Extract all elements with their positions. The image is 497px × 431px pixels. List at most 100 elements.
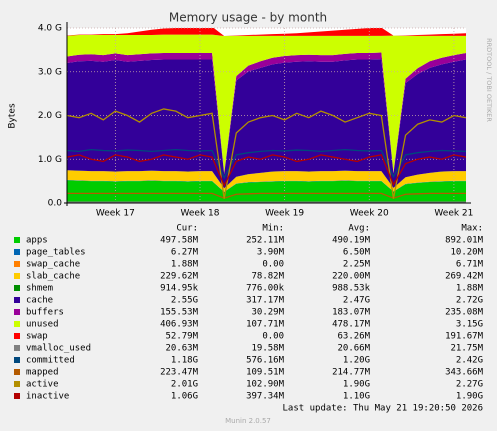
legend-stat: 109.51M — [246, 368, 285, 378]
legend-stat: 776.00k — [246, 284, 285, 294]
legend-stat: 1.90G — [456, 392, 483, 402]
x-tick-label: Week 20 — [350, 209, 389, 219]
legend-stat: 30.29M — [251, 308, 284, 318]
legend-stat: 20.66M — [337, 344, 370, 354]
legend-stat: 107.71M — [246, 320, 285, 330]
legend-stat: 3.15G — [456, 320, 483, 330]
legend-stat: 220.00M — [332, 272, 371, 282]
legend-header: Avg: — [348, 224, 370, 234]
legend-stat: 2.42G — [456, 356, 483, 366]
legend-stat: 478.17M — [332, 320, 371, 330]
legend-stat: 0.00 — [262, 332, 284, 342]
legend-stat: 3.90M — [257, 248, 285, 258]
legend-label: active — [26, 380, 59, 390]
legend-label: committed — [26, 356, 75, 366]
area — [67, 28, 466, 37]
legend-stat: 78.82M — [251, 272, 284, 282]
legend-stat: 892.01M — [445, 236, 484, 246]
legend-stat: 1.90G — [343, 380, 370, 390]
legend-swatch — [14, 273, 20, 279]
area — [67, 180, 466, 203]
legend-stat: 490.19M — [332, 236, 371, 246]
legend-stat: 1.06G — [171, 392, 198, 402]
line — [67, 192, 466, 199]
legend-stat: 2.72G — [456, 296, 483, 306]
legend-stat: 6.71M — [456, 260, 484, 270]
x-tick-label: Week 21 — [434, 209, 473, 219]
legend-stat: 235.08M — [445, 308, 484, 318]
line — [67, 108, 466, 199]
legend-stat: 21.75M — [450, 344, 483, 354]
legend-stat: 52.79M — [165, 332, 198, 342]
legend-stat: 0.00 — [262, 260, 284, 270]
chart-title: Memory usage - by month — [169, 11, 327, 25]
legend-stat: 63.26M — [337, 332, 370, 342]
legend-stat: 229.62M — [160, 272, 199, 282]
y-tick-label: 0.0 — [48, 199, 63, 209]
legend-stat: 576.16M — [246, 356, 285, 366]
legend-label: page_tables — [26, 248, 86, 258]
legend-label: slab_cache — [26, 272, 80, 282]
legend-swatch — [14, 357, 20, 363]
legend-swatch — [14, 345, 20, 351]
side-label: RRDTOOL / TOBI OETIKER — [485, 38, 493, 122]
area — [67, 179, 466, 193]
legend-label: unused — [26, 320, 59, 330]
area — [67, 170, 466, 192]
legend-stat: 19.58M — [251, 344, 284, 354]
legend-stat: 1.10G — [343, 392, 370, 402]
legend-stat: 6.27M — [171, 248, 199, 258]
legend-swatch — [14, 261, 20, 267]
legend-swatch — [14, 297, 20, 303]
legend-stat: 497.58M — [160, 236, 199, 246]
legend-stat: 20.63M — [165, 344, 198, 354]
legend-swatch — [14, 333, 20, 339]
legend-stat: 988.53k — [332, 284, 371, 294]
legend-header: Cur: — [176, 224, 198, 234]
legend-header: Min: — [262, 224, 284, 234]
legend-stat: 214.77M — [332, 368, 371, 378]
y-tick-label: 3.0 G — [38, 67, 62, 77]
legend-stat: 2.01G — [171, 380, 198, 390]
area — [67, 52, 466, 175]
legend-stat: 223.47M — [160, 368, 199, 378]
legend-swatch — [14, 309, 20, 315]
x-tick-label: Week 18 — [181, 209, 220, 219]
legend-label: apps — [26, 236, 48, 246]
legend-stat: 2.55G — [171, 296, 198, 306]
legend-stat: 343.66M — [445, 368, 484, 378]
legend-swatch — [14, 393, 20, 399]
legend-stat: 1.88M — [171, 260, 199, 270]
legend-label: vmalloc_used — [26, 344, 91, 354]
legend-stat: 406.93M — [160, 320, 199, 330]
legend-swatch — [14, 369, 20, 375]
legend-label: swap_cache — [26, 260, 80, 270]
footer: Munin 2.0.57 — [225, 417, 271, 425]
legend-stat: 102.90M — [246, 380, 285, 390]
last-update: Last update: Thu May 21 19:20:50 2026 — [283, 404, 483, 414]
legend-stat: 1.18G — [171, 356, 198, 366]
legend-header: Max: — [461, 224, 483, 234]
legend-stat: 183.07M — [332, 308, 371, 318]
legend-stat: 155.53M — [160, 308, 199, 318]
legend-stat: 2.47G — [343, 296, 370, 306]
legend-stat: 6.50M — [343, 248, 371, 258]
area — [67, 34, 466, 173]
legend-label: swap — [26, 332, 48, 342]
legend-swatch — [14, 321, 20, 327]
y-tick-label: 1.0 G — [38, 155, 62, 165]
legend-stat: 1.20G — [343, 356, 370, 366]
legend-label: mapped — [26, 368, 59, 378]
legend-stat: 1.88M — [456, 284, 484, 294]
legend-stat: 2.27G — [456, 380, 483, 390]
legend-stat: 317.17M — [246, 296, 285, 306]
y-axis-label: Bytes — [8, 103, 18, 129]
legend-swatch — [14, 249, 20, 255]
legend-swatch — [14, 285, 20, 291]
legend-label: inactive — [26, 392, 69, 402]
line — [67, 154, 466, 188]
legend-label: buffers — [26, 308, 64, 318]
legend-stat: 10.20M — [450, 248, 483, 258]
legend-label: shmem — [26, 284, 53, 294]
x-tick-label: Week 17 — [96, 209, 135, 219]
